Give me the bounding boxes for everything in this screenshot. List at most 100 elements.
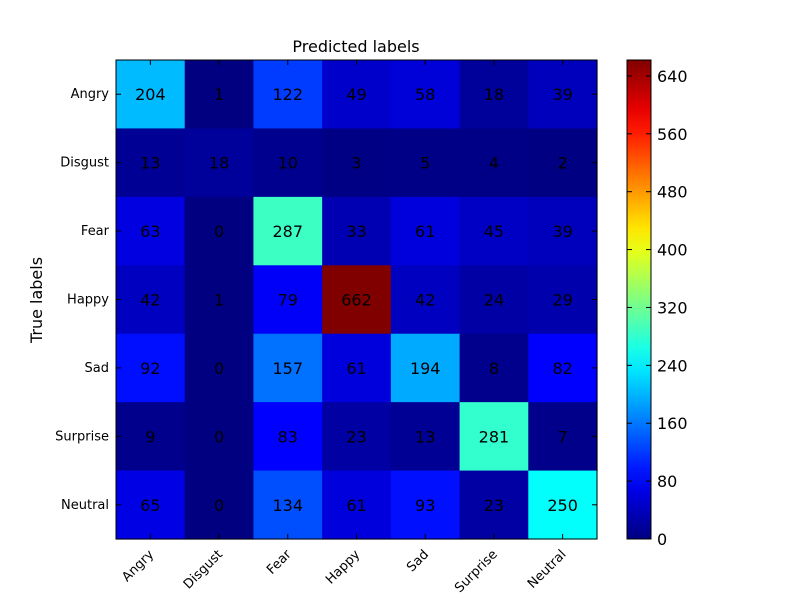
heatmap-cell <box>184 470 255 540</box>
cell-value-label: 122 <box>273 85 304 104</box>
heatmap-cell <box>184 402 255 472</box>
cell-value-label: 39 <box>552 85 572 104</box>
heatmap-cell <box>184 60 255 130</box>
heatmap-cell <box>184 265 255 335</box>
heatmap-cell <box>322 402 392 472</box>
heatmap-cell <box>390 470 461 540</box>
cell-value-label: 82 <box>552 359 572 378</box>
x-tick-label: Happy <box>323 547 363 587</box>
heatmap-cell <box>459 402 529 472</box>
heatmap-cell <box>253 265 323 335</box>
cell-value-label: 1 <box>214 85 224 104</box>
cell-value-label: 23 <box>484 496 504 515</box>
cell-value-label: 281 <box>479 427 510 446</box>
heatmap-cell <box>253 196 323 266</box>
cell-value-label: 39 <box>552 222 572 241</box>
colorbar-tick-label: 400 <box>657 241 688 260</box>
heatmap-cell <box>528 470 598 540</box>
heatmap-cell <box>253 60 323 130</box>
heatmap-cell <box>253 402 323 472</box>
heatmap-cell <box>390 402 461 472</box>
heatmap-cell <box>390 196 461 266</box>
cell-value-label: 93 <box>415 496 435 515</box>
cell-value-label: 0 <box>214 427 224 446</box>
cell-value-label: 662 <box>341 291 372 310</box>
colorbar-tick-label: 320 <box>657 298 688 317</box>
colorbar-tick-label: 240 <box>657 356 688 375</box>
cell-value-label: 18 <box>209 154 229 173</box>
y-axis-label: True labels <box>27 257 46 344</box>
heatmap-cell <box>528 333 598 403</box>
heatmap-cell <box>322 128 392 198</box>
heatmap-cell <box>390 60 461 130</box>
chart-title: Predicted labels <box>292 37 419 56</box>
cell-value-label: 0 <box>214 496 224 515</box>
colorbar-tick-label: 0 <box>657 530 667 549</box>
heatmap-cells <box>116 60 598 540</box>
cell-value-label: 18 <box>484 85 504 104</box>
cell-value-label: 24 <box>484 291 504 310</box>
cell-value-label: 42 <box>140 291 160 310</box>
cell-value-label: 33 <box>346 222 366 241</box>
heatmap-cell <box>116 60 186 130</box>
cell-value-label: 1 <box>214 291 224 310</box>
heatmap-cell <box>116 128 186 198</box>
x-tick-label: Disgust <box>181 547 226 592</box>
cell-value-label: 4 <box>489 154 499 173</box>
cell-value-label: 92 <box>140 359 160 378</box>
heatmap-cell <box>459 265 529 335</box>
heatmap-cell <box>253 128 323 198</box>
x-tick-label: Angry <box>119 547 157 585</box>
cell-value-label: 7 <box>558 427 568 446</box>
y-tick-label: Fear <box>81 224 110 239</box>
heatmap-cell <box>459 128 529 198</box>
cell-value-label: 13 <box>140 154 160 173</box>
heatmap-cell <box>459 333 529 403</box>
cell-value-label: 58 <box>415 85 435 104</box>
heatmap-cell <box>390 333 461 403</box>
heatmap-cell <box>116 196 186 266</box>
cell-value-label: 61 <box>346 359 366 378</box>
heatmap-cell <box>322 265 392 335</box>
heatmap-cell <box>528 196 598 266</box>
cell-value-label: 157 <box>273 359 304 378</box>
y-tick-label: Neutral <box>61 498 109 513</box>
heatmap-cell <box>390 265 461 335</box>
cell-value-label: 8 <box>489 359 499 378</box>
colorbar-tick-label: 80 <box>657 472 677 491</box>
y-tick-label: Sad <box>85 361 109 376</box>
cell-value-label: 65 <box>140 496 160 515</box>
x-tick-label: Neutral <box>525 547 570 592</box>
heatmap-cell <box>322 60 392 130</box>
y-tick-label: Surprise <box>55 429 109 444</box>
cell-value-label: 49 <box>346 85 366 104</box>
heatmap-cell <box>116 333 186 403</box>
heatmap-cell <box>459 196 529 266</box>
heatmap-cell <box>528 265 598 335</box>
cell-value-label: 250 <box>547 496 578 515</box>
cell-value-label: 83 <box>278 427 298 446</box>
heatmap-cell <box>390 128 461 198</box>
colorbar-tick-label: 160 <box>657 414 688 433</box>
cell-value-label: 13 <box>415 427 435 446</box>
heatmap-cell <box>253 333 323 403</box>
colorbar-gradient <box>626 59 652 540</box>
x-tick-label: Surprise <box>452 547 501 596</box>
cell-value-label: 204 <box>135 85 166 104</box>
x-tick-label: Fear <box>264 547 295 578</box>
colorbar-tick-label: 640 <box>657 67 688 86</box>
heatmap-cell <box>459 470 529 540</box>
heatmap-cell <box>322 333 392 403</box>
cell-value-label: 29 <box>552 291 572 310</box>
cell-value-label: 194 <box>410 359 441 378</box>
cell-value-label: 79 <box>278 291 298 310</box>
cell-value-label: 10 <box>278 154 298 173</box>
cell-value-label: 134 <box>273 496 304 515</box>
cell-value-label: 3 <box>351 154 361 173</box>
heatmap-cell <box>459 60 529 130</box>
cell-value-label: 9 <box>145 427 155 446</box>
heatmap-cell <box>528 402 598 472</box>
heatmap-cell <box>184 333 255 403</box>
heatmap-cell <box>184 196 255 266</box>
